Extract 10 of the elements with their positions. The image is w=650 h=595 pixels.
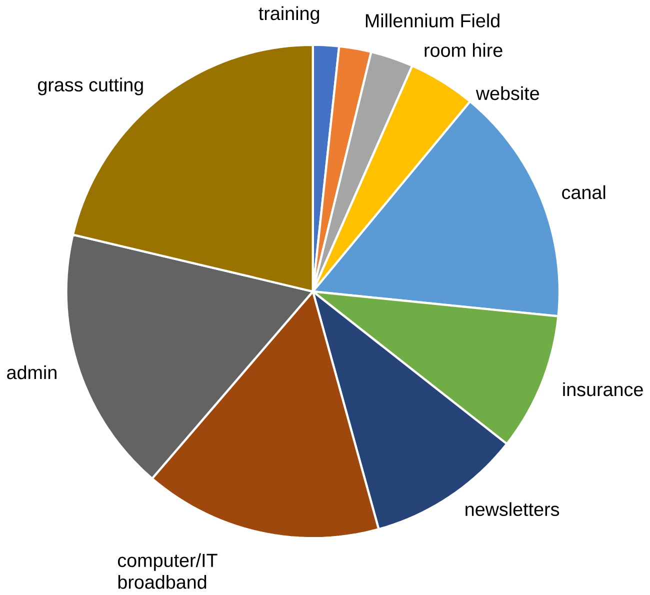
slice-label: website	[476, 86, 540, 100]
slice-label: admin	[7, 365, 56, 380]
slice-label: training	[258, 6, 320, 24]
slice-label: computer/IT broadband	[118, 553, 218, 589]
slice-label: room hire	[424, 43, 502, 57]
slice-label: grass cutting	[38, 78, 143, 96]
slice-label: newsletters	[466, 502, 560, 516]
slice-label: canal	[562, 185, 606, 200]
slice-label: insurance	[563, 382, 643, 396]
slice-label: Millennium Field	[366, 13, 500, 28]
